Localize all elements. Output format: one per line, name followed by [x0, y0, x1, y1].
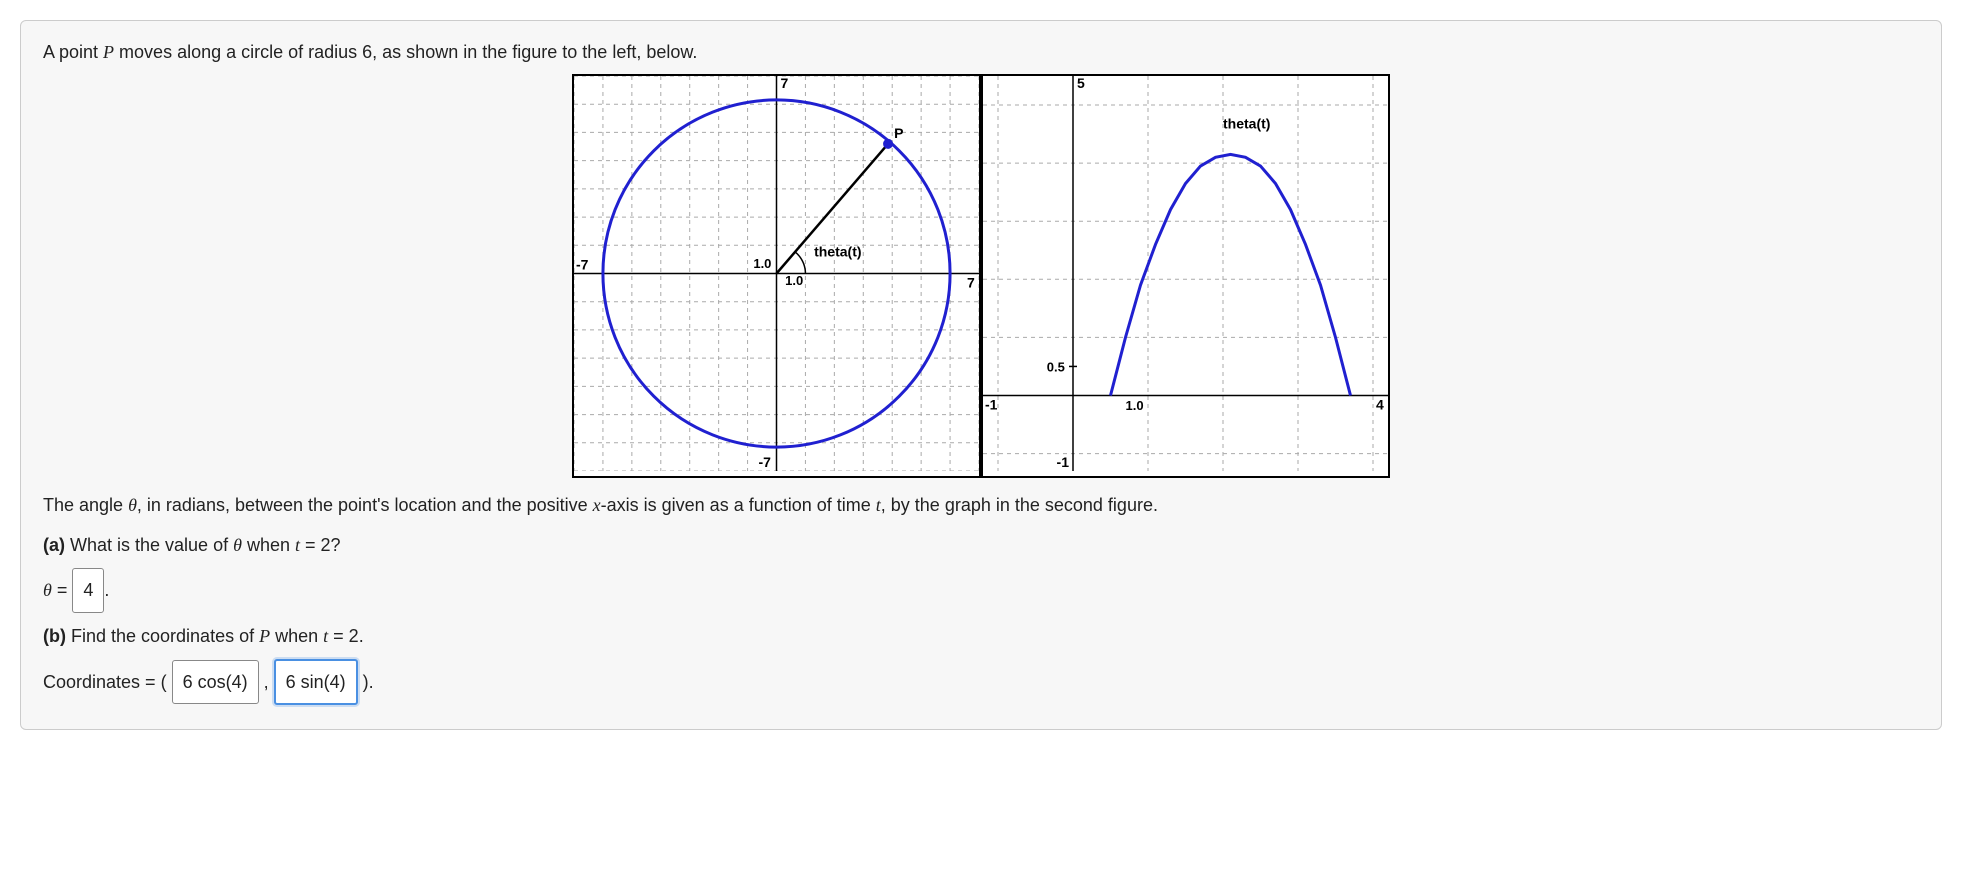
middle-text: The angle θ, in radians, between the poi…: [43, 488, 1919, 522]
svg-text:7: 7: [781, 76, 789, 91]
svg-text:theta(t): theta(t): [1223, 115, 1270, 131]
mid-3: -axis is given as a function of time: [601, 495, 876, 515]
figures-row: Ptheta(t) 1.0 1.0 -7 7 7 -7 theta(t) 1.0 0.5 -1 4 5…: [43, 74, 1919, 478]
part-a-text-2: when: [242, 535, 295, 555]
part-b-y-input[interactable]: 6 sin(4): [274, 659, 358, 705]
svg-text:4: 4: [1376, 396, 1384, 412]
part-a-theta-lhs: θ: [43, 580, 52, 600]
svg-text:7: 7: [967, 275, 975, 291]
svg-text:-1: -1: [1057, 454, 1070, 470]
coords-label: Coordinates = (: [43, 672, 172, 692]
svg-text:1.0: 1.0: [785, 273, 803, 288]
part-b-question: (b) Find the coordinates of P when t = 2…: [43, 619, 1919, 653]
mid-4: , by the graph in the second figure.: [881, 495, 1158, 515]
svg-text:theta(t): theta(t): [814, 244, 861, 260]
part-b-text-1: Find the coordinates of: [66, 626, 259, 646]
part-a-text-1: What is the value of: [65, 535, 233, 555]
svg-text:5: 5: [1077, 76, 1085, 91]
theta-plot: theta(t) 1.0 0.5 -1 4 5 -1: [983, 76, 1388, 471]
part-b-eq: = 2.: [328, 626, 364, 646]
mid-2: , in radians, between the point's locati…: [137, 495, 593, 515]
problem-intro: A point P moves along a circle of radius…: [43, 39, 1919, 66]
problem-container: A point P moves along a circle of radius…: [20, 20, 1942, 730]
mid-x: x: [593, 495, 601, 515]
circle-plot: Ptheta(t) 1.0 1.0 -7 7 7 -7: [574, 76, 979, 471]
part-a-period: .: [104, 580, 109, 600]
part-b-x-input[interactable]: 6 cos(4): [172, 660, 259, 704]
figure-right: theta(t) 1.0 0.5 -1 4 5 -1: [981, 74, 1390, 478]
problem-body: The angle θ, in radians, between the poi…: [43, 488, 1919, 705]
svg-text:-7: -7: [759, 454, 772, 470]
part-a-eq: = 2?: [300, 535, 341, 555]
coords-close: ).: [358, 672, 374, 692]
svg-text:1.0: 1.0: [753, 256, 771, 271]
part-b-label: (b): [43, 626, 66, 646]
intro-var-p: P: [103, 42, 114, 62]
part-a-theta: θ: [233, 535, 242, 555]
figure-left: Ptheta(t) 1.0 1.0 -7 7 7 -7: [572, 74, 981, 478]
part-a-answer-input[interactable]: 4: [72, 568, 104, 612]
coords-sep: ,: [259, 672, 274, 692]
svg-text:P: P: [894, 125, 903, 141]
part-b-answer-row: Coordinates = ( 6 cos(4) , 6 sin(4) ).: [43, 659, 1919, 705]
intro-text-1: A point: [43, 42, 103, 62]
svg-text:0.5: 0.5: [1047, 359, 1065, 374]
part-a-label: (a): [43, 535, 65, 555]
part-a-answer-row: θ = 4.: [43, 568, 1919, 612]
part-a-question: (a) What is the value of θ when t = 2?: [43, 528, 1919, 562]
intro-text-2: moves along a circle of radius 6, as sho…: [114, 42, 697, 62]
part-b-text-2: when: [270, 626, 323, 646]
mid-1: The angle: [43, 495, 128, 515]
mid-theta: θ: [128, 495, 137, 515]
svg-text:-7: -7: [576, 257, 589, 273]
part-b-p: P: [259, 626, 270, 646]
svg-text:1.0: 1.0: [1126, 398, 1144, 413]
part-a-equals: =: [52, 580, 73, 600]
svg-text:-1: -1: [985, 396, 998, 412]
